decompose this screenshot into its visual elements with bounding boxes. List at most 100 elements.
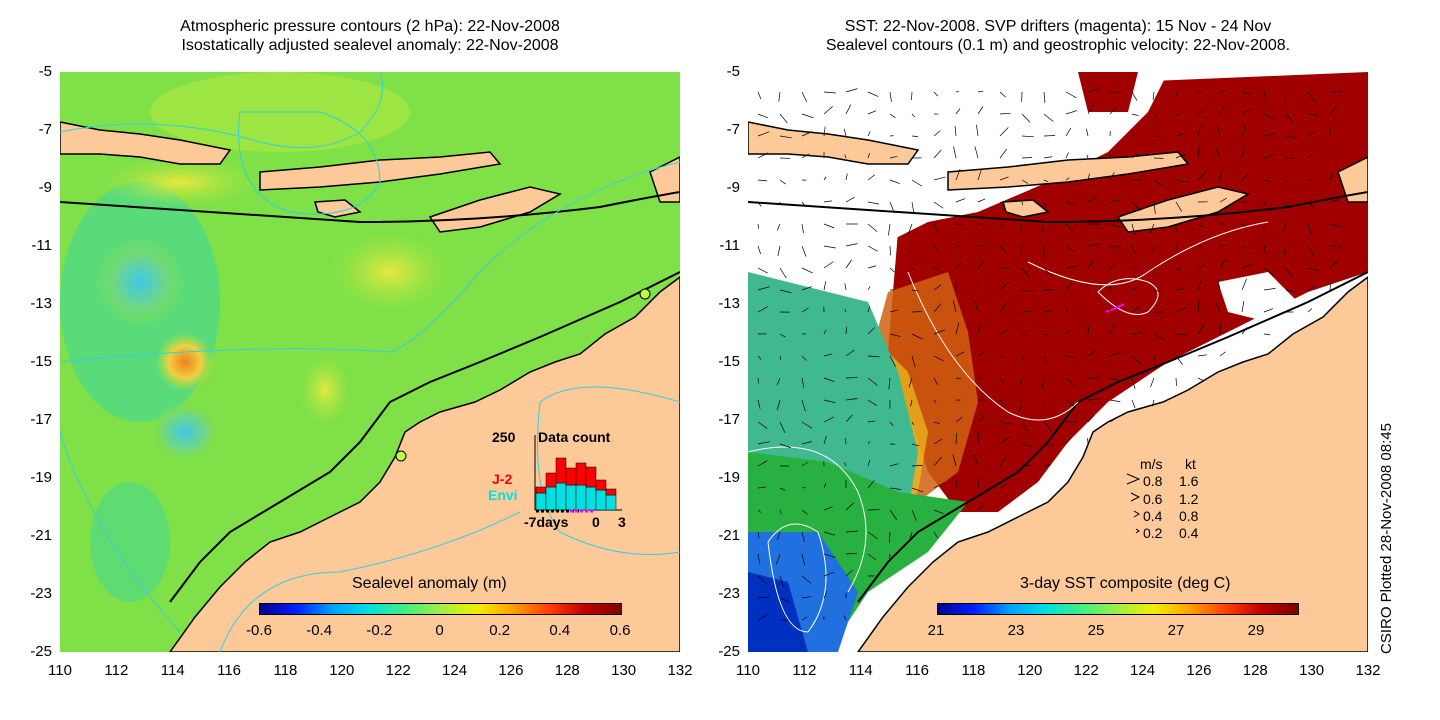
velocity-arrow bbox=[757, 223, 759, 229]
velocity-arrow bbox=[933, 329, 946, 335]
velocity-arrow bbox=[955, 433, 958, 445]
velocity-arrow bbox=[888, 223, 891, 236]
right-x-tick-label: 124 bbox=[1130, 662, 1156, 679]
velocity-arrow bbox=[1152, 245, 1155, 254]
right-y-tick-label: -15 bbox=[718, 353, 740, 370]
velocity-arrow bbox=[1065, 355, 1075, 358]
velocity-arrow bbox=[1149, 223, 1155, 234]
velocity-arrow bbox=[933, 201, 944, 209]
velocity-arrow bbox=[801, 355, 807, 361]
right-colorbar bbox=[937, 603, 1299, 615]
velocity-arrow bbox=[801, 421, 813, 429]
velocity-arrow bbox=[908, 223, 913, 234]
velocity-arrow bbox=[867, 131, 871, 137]
velocity-arrow bbox=[779, 575, 785, 588]
velocity-arrow bbox=[1043, 333, 1048, 336]
velocity-arrow bbox=[1307, 201, 1315, 208]
velocity-arrow bbox=[1215, 146, 1221, 159]
left-title-line2: Isostatically adjusted sealevel anomaly:… bbox=[181, 37, 559, 54]
velocity-arrow bbox=[1021, 201, 1023, 206]
velocity-arrow bbox=[1241, 91, 1250, 95]
velocity-arrow bbox=[999, 421, 1012, 425]
right-y-tick-label: -5 bbox=[726, 63, 740, 80]
velocity-arrow bbox=[1131, 399, 1136, 409]
velocity-arrow bbox=[1021, 443, 1034, 447]
velocity-arrow bbox=[933, 377, 939, 386]
velocity-arrow bbox=[1263, 133, 1276, 137]
velocity-arrow bbox=[889, 553, 891, 563]
velocity-arrow bbox=[1021, 333, 1028, 337]
velocity-arrow bbox=[1065, 201, 1074, 205]
velocity-arrow bbox=[757, 575, 767, 585]
left-x-tick-label: 122 bbox=[385, 662, 411, 679]
velocity-arrow bbox=[823, 200, 832, 203]
velocity-arrow bbox=[867, 110, 877, 115]
velocity-arrow bbox=[823, 435, 827, 445]
velocity-arrow bbox=[999, 245, 1007, 253]
velocity-arrow bbox=[1087, 414, 1095, 423]
velocity-arrow bbox=[889, 531, 891, 543]
velocity-arrow bbox=[999, 176, 1009, 181]
velocity-arrow bbox=[1175, 377, 1177, 386]
velocity-arrow bbox=[801, 399, 806, 412]
velocity-arrow bbox=[844, 283, 847, 291]
velocity-arrow bbox=[974, 300, 979, 313]
velocity-arrow bbox=[1241, 173, 1249, 181]
velocity-arrow bbox=[867, 355, 880, 358]
velocity-arrow bbox=[1087, 104, 1094, 115]
anomaly-high-5 bbox=[100, 157, 260, 207]
velocity-arrow bbox=[1175, 306, 1187, 313]
velocity-arrow bbox=[999, 91, 1006, 98]
velocity-arrow bbox=[867, 245, 878, 252]
velocity-arrow bbox=[779, 135, 792, 139]
velocity-arrow bbox=[999, 148, 1008, 159]
velocity-arrow bbox=[801, 531, 805, 543]
velocity-arrow bbox=[933, 284, 942, 291]
velocity-arrow bbox=[1087, 349, 1097, 357]
velocity-arrow bbox=[1043, 156, 1053, 159]
velocity-arrow bbox=[1087, 88, 1100, 93]
cloud-mask-north bbox=[748, 72, 1168, 252]
velocity-arrow bbox=[1285, 201, 1288, 208]
inset-series1: J-2 bbox=[492, 471, 513, 487]
velocity-arrow bbox=[801, 377, 805, 388]
left-title: Atmospheric pressure contours (2 hPa): 2… bbox=[60, 17, 680, 55]
velocity-arrow bbox=[1219, 351, 1226, 357]
velocity-arrow bbox=[1241, 146, 1245, 159]
anomaly-high-3 bbox=[330, 232, 450, 312]
bathymetry-contour-north bbox=[748, 191, 1368, 224]
velocity-arrow bbox=[1087, 243, 1100, 247]
velocity-arrow bbox=[801, 616, 808, 621]
velocity-arrow bbox=[1109, 351, 1122, 357]
velocity-arrow bbox=[1307, 308, 1313, 313]
velocity-arrow bbox=[843, 128, 847, 137]
velocity-arrow bbox=[757, 306, 768, 313]
svp-drifter-track bbox=[1105, 303, 1125, 313]
velocity-arrow bbox=[955, 476, 958, 489]
velocity-arrow bbox=[1307, 223, 1312, 235]
velocity-arrow bbox=[1329, 245, 1342, 247]
velocity-arrow bbox=[801, 201, 806, 207]
velocity-arrow bbox=[757, 201, 762, 207]
velocity-arrow bbox=[974, 146, 979, 159]
sealevel-contour-3 bbox=[1097, 278, 1159, 315]
velocity-arrow bbox=[1219, 197, 1227, 203]
velocity-arrow bbox=[1021, 355, 1024, 360]
velocity-arrow bbox=[911, 443, 920, 447]
velocity-arrow bbox=[955, 416, 963, 423]
velocity-arrow bbox=[999, 127, 1009, 137]
left-colorbar-tick-label: 0.4 bbox=[549, 622, 571, 639]
velocity-arrow bbox=[1263, 179, 1271, 182]
velocity-arrow bbox=[776, 531, 781, 541]
pressure-contour-3 bbox=[60, 161, 680, 363]
velocity-arrow bbox=[823, 353, 833, 357]
right-colorbar-title: 3-day SST composite (deg C) bbox=[1020, 575, 1231, 592]
velocity-arrow bbox=[889, 421, 894, 427]
velocity-arrow bbox=[1085, 128, 1089, 137]
legend-row1-ms: 0.8 bbox=[1143, 473, 1163, 489]
velocity-arrow bbox=[1153, 113, 1157, 118]
bar-j2 bbox=[545, 472, 557, 488]
left-x-tick-label: 128 bbox=[554, 662, 580, 679]
velocity-arrow bbox=[801, 307, 809, 313]
velocity-arrow bbox=[867, 377, 878, 386]
